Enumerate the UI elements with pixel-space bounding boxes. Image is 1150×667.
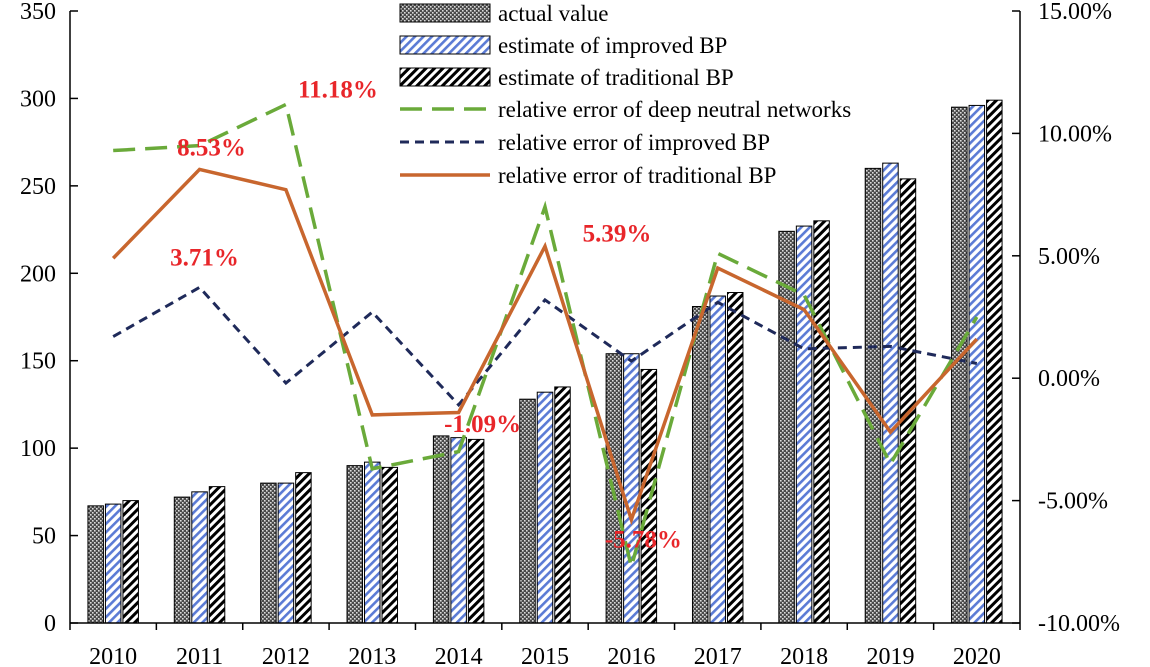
bar-estimate-of-improved-bp-2015 bbox=[536, 391, 554, 624]
x-tick-label-2018: 2018 bbox=[780, 644, 828, 667]
x-tick-label-2017: 2017 bbox=[694, 644, 742, 667]
bar-actual-value-2012 bbox=[260, 482, 277, 624]
bar-estimate-of-traditional-bp-2012 bbox=[295, 472, 312, 624]
left-tick-label: 300 bbox=[20, 86, 56, 112]
right-tick-label: 15.00% bbox=[1038, 0, 1112, 25]
bar-estimate-of-improved-bp-2010 bbox=[104, 503, 122, 624]
legend-swatch-actual-value bbox=[399, 3, 491, 23]
bar-estimate-of-traditional-bp-2013 bbox=[381, 466, 399, 624]
right-tick-label: 5.00% bbox=[1038, 244, 1100, 270]
bar-actual-value-2019 bbox=[864, 167, 882, 624]
left-tick-label: 100 bbox=[20, 436, 56, 462]
x-tick-label-2011: 2011 bbox=[176, 644, 223, 667]
x-tick-label-2013: 2013 bbox=[348, 644, 396, 667]
x-tick-label-2012: 2012 bbox=[262, 644, 310, 667]
annotation-label: -5.78% bbox=[605, 527, 682, 554]
x-tick-label-2014: 2014 bbox=[435, 644, 483, 667]
bar-actual-value-2015 bbox=[519, 398, 536, 624]
line-relative-error-of-traditional-bp bbox=[111, 167, 979, 526]
bar-estimate-of-traditional-bp-2016 bbox=[640, 368, 658, 624]
bar-estimate-of-traditional-bp-2014 bbox=[467, 438, 485, 624]
lines-layer bbox=[111, 102, 979, 568]
right-tick-label: 10.00% bbox=[1038, 121, 1112, 147]
annotation-label: 3.71% bbox=[170, 244, 239, 271]
legend-label-improved-bp-error: relative error of improved BP bbox=[498, 130, 770, 155]
bar-estimate-of-traditional-bp-2019 bbox=[899, 178, 917, 624]
annotations: 11.18% 8.53% 3.71% 5.39% -1.09% -5.78% bbox=[170, 77, 682, 554]
right-tick-label: -5.00% bbox=[1038, 489, 1108, 515]
x-tick-label-2019: 2019 bbox=[866, 644, 914, 667]
bar-estimate-of-improved-bp-2012 bbox=[277, 482, 295, 624]
x-tick-label-2015: 2015 bbox=[521, 644, 569, 667]
bars-layer bbox=[87, 99, 1003, 624]
legend-label-actual-value: actual value bbox=[498, 1, 608, 26]
legend-swatch-improved-bp bbox=[399, 35, 491, 55]
legend-label-deep-nn: relative error of deep neutral networks bbox=[498, 97, 851, 122]
bar-actual-value-2013 bbox=[346, 465, 364, 624]
bar-actual-value-2011 bbox=[173, 496, 191, 624]
bar-estimate-of-improved-bp-2011 bbox=[191, 491, 208, 624]
line-relative-error-of-deep-neutral-networks bbox=[113, 102, 979, 568]
annotation-label: -1.09% bbox=[444, 411, 521, 438]
bar-estimate-of-traditional-bp-2015 bbox=[554, 386, 571, 624]
left-tick-label: 0 bbox=[44, 611, 56, 637]
bar-estimate-of-traditional-bp-2017 bbox=[726, 292, 744, 624]
legend-label-traditional-bp: estimate of traditional BP bbox=[498, 65, 734, 90]
annotation-label: 8.53% bbox=[177, 134, 246, 161]
bar-estimate-of-traditional-bp-2018 bbox=[813, 220, 830, 624]
left-tick-label: 50 bbox=[32, 524, 56, 550]
x-axis-ticks: 2010 2011 2012 2013 2014 2015 2016 2017 2018 2019… bbox=[69, 623, 1021, 667]
right-tick-label: 0.00% bbox=[1038, 366, 1100, 392]
bar-estimate-of-traditional-bp-2020 bbox=[986, 99, 1003, 624]
bar-actual-value-2014 bbox=[432, 435, 450, 624]
legend-label-traditional-bp-error: relative error of traditional BP bbox=[498, 163, 776, 188]
bar-estimate-of-improved-bp-2016 bbox=[623, 353, 640, 624]
axes bbox=[69, 11, 1021, 624]
left-tick-label: 200 bbox=[20, 261, 56, 287]
bar-estimate-of-improved-bp-2019 bbox=[882, 162, 899, 624]
legend-label-improved-bp: estimate of improved BP bbox=[498, 33, 727, 58]
annotation-label: 5.39% bbox=[583, 220, 652, 247]
annotation-label: 11.18% bbox=[298, 77, 378, 104]
bar-actual-value-2010 bbox=[87, 505, 104, 624]
left-axis-ticks: 0 50 100 150 200 250 300 350 bbox=[20, 0, 78, 637]
line-relative-error-of-improved-bp bbox=[112, 285, 978, 408]
right-axis-ticks: -10.00% -5.00% 0.00% 5.00% 10.00% 15.00% bbox=[1012, 0, 1120, 637]
bar-estimate-of-traditional-bp-2011 bbox=[208, 486, 226, 624]
bar-estimate-of-improved-bp-2017 bbox=[709, 295, 726, 624]
bar-estimate-of-traditional-bp-2010 bbox=[122, 500, 139, 624]
legend-swatch-traditional-bp bbox=[399, 67, 491, 87]
left-tick-label: 250 bbox=[20, 174, 56, 200]
x-tick-label-2016: 2016 bbox=[607, 644, 655, 667]
bar-estimate-of-improved-bp-2018 bbox=[795, 225, 813, 624]
x-tick-label-2020: 2020 bbox=[953, 644, 1001, 667]
bar-actual-value-2017 bbox=[691, 306, 709, 624]
legend: actual value estimate of improved BP est… bbox=[399, 1, 851, 188]
right-tick-label: -10.00% bbox=[1038, 611, 1120, 637]
left-tick-label: 150 bbox=[20, 349, 56, 375]
left-tick-label: 350 bbox=[20, 0, 56, 25]
bar-estimate-of-improved-bp-2014 bbox=[450, 437, 467, 624]
bar-estimate-of-improved-bp-2013 bbox=[364, 461, 381, 624]
x-tick-label-2010: 2010 bbox=[89, 644, 137, 667]
bar-estimate-of-improved-bp-2020 bbox=[968, 104, 986, 624]
